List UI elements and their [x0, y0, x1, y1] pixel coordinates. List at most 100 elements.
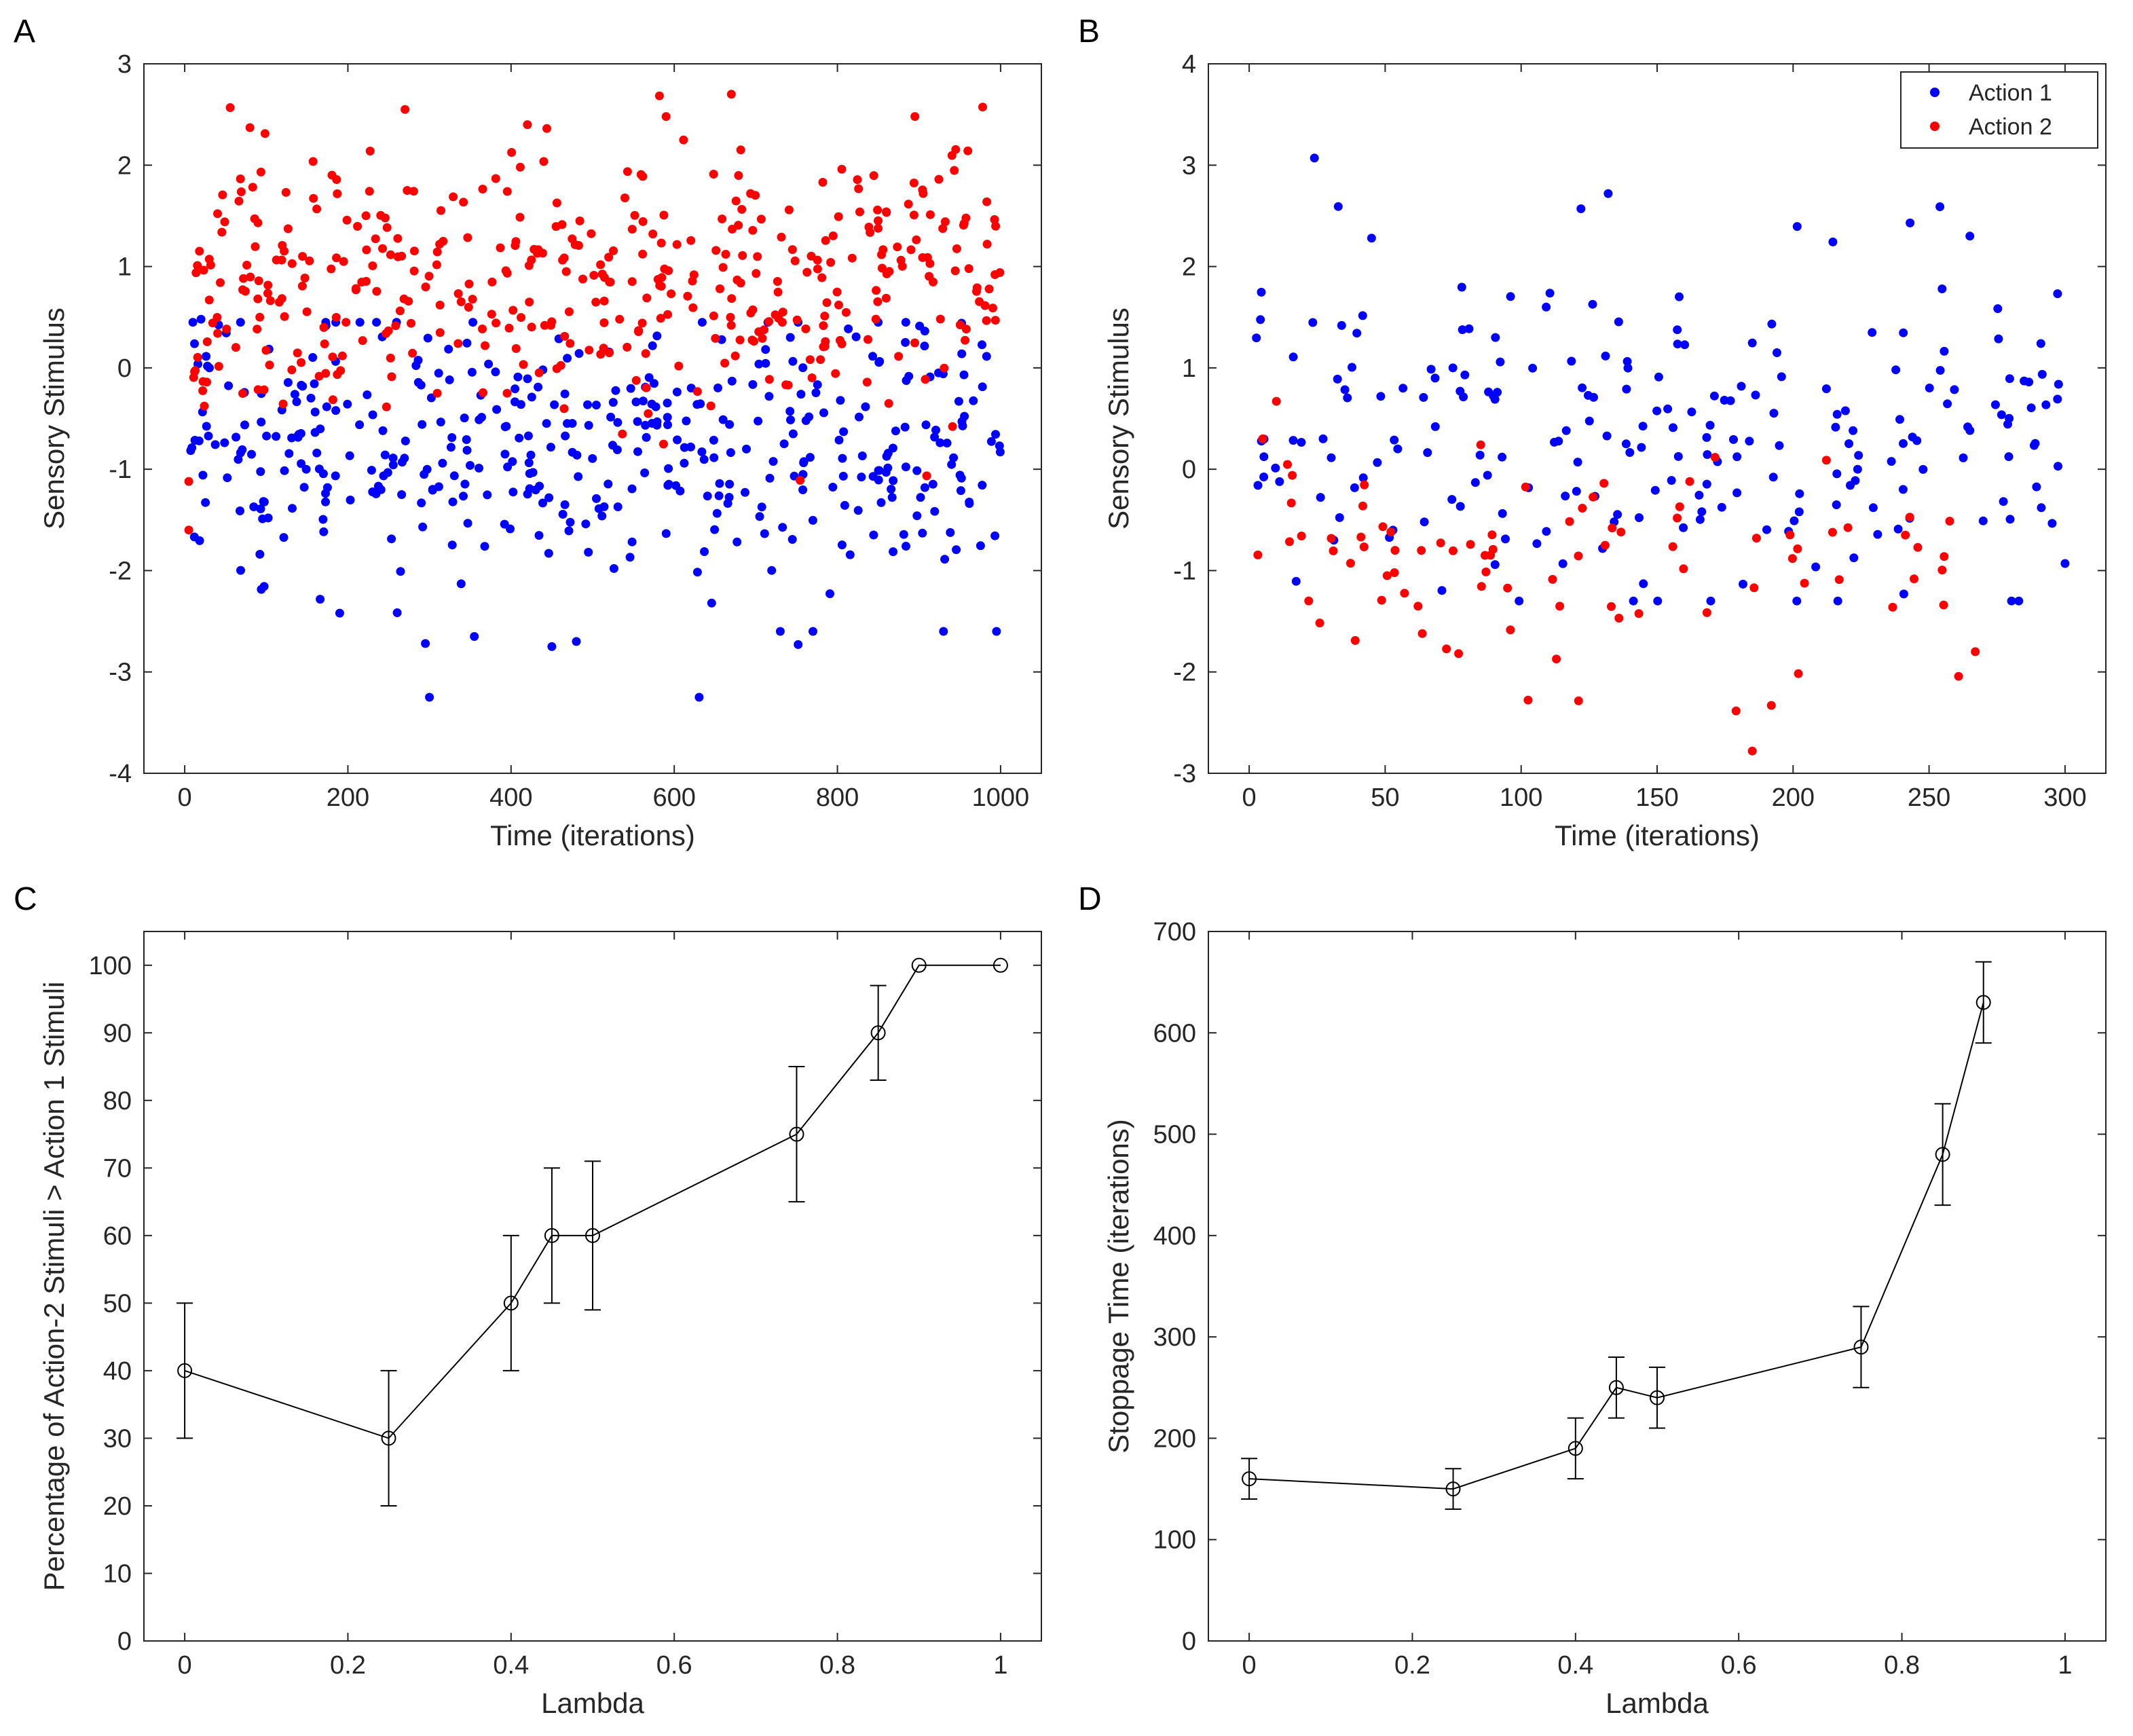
data-point [713, 383, 722, 392]
data-point [959, 370, 969, 380]
data-point [1420, 517, 1429, 527]
data-point [559, 404, 569, 413]
data-point [468, 318, 478, 327]
data-point [1821, 456, 1831, 465]
data-point [910, 338, 919, 348]
data-point [188, 318, 198, 327]
data-point [1769, 409, 1779, 418]
data-point [523, 374, 532, 384]
y-tick-label: 300 [1153, 1323, 1196, 1352]
data-point [500, 449, 510, 459]
data-point [982, 352, 991, 361]
data-point [671, 481, 681, 490]
data-point [202, 422, 211, 431]
data-point [1257, 287, 1266, 297]
data-point [584, 547, 593, 557]
data-point [930, 506, 940, 516]
data-point [1905, 513, 1914, 522]
data-point [1831, 422, 1840, 432]
data-point [447, 540, 457, 550]
x-tick-label: 100 [1500, 783, 1542, 812]
data-point [1288, 436, 1298, 445]
panel-letter-b: B [1078, 14, 1100, 50]
panel-d: 0 0.2 0.4 0.6 0.8 1 0 100 200 300 400 500 600 700 Lamb… [1102, 918, 2107, 1719]
data-point [231, 343, 240, 352]
data-point [1386, 528, 1396, 536]
data-point [1464, 324, 1474, 333]
data-point [297, 281, 307, 291]
data-point [871, 314, 880, 324]
data-point [1843, 523, 1853, 532]
data-point [799, 458, 809, 468]
data-point [448, 497, 458, 506]
x-tick-label: 200 [327, 783, 369, 812]
data-point [811, 388, 821, 397]
data-point [692, 568, 702, 577]
data-point [1731, 706, 1741, 716]
data-point [1654, 372, 1663, 382]
data-point [1426, 365, 1436, 374]
data-point [435, 300, 445, 310]
data-point [1997, 410, 2006, 420]
data-point [841, 308, 851, 317]
data-point [627, 537, 637, 547]
data-point [991, 430, 1000, 439]
data-point [761, 345, 771, 354]
data-point [542, 124, 551, 133]
data-point [2005, 515, 2015, 524]
data-point [257, 418, 266, 427]
data-point [990, 215, 999, 224]
data-point [707, 598, 716, 608]
data-point [711, 333, 720, 343]
data-point [845, 550, 855, 559]
data-point [1751, 390, 1760, 400]
data-point [534, 382, 543, 392]
data-point [1613, 510, 1622, 519]
data-point [297, 358, 306, 367]
data-point [574, 472, 583, 481]
data-point [1258, 434, 1267, 443]
data-point [1359, 542, 1369, 551]
data-point [382, 402, 391, 411]
data-point [504, 323, 514, 333]
y-tick-label: 500 [1153, 1121, 1196, 1149]
data-point [1548, 574, 1557, 584]
data-point [1833, 596, 1842, 606]
data-point [1515, 596, 1524, 606]
plot-frame [1208, 931, 2107, 1642]
data-point [1503, 583, 1513, 593]
data-point [236, 566, 245, 575]
data-point [672, 387, 682, 396]
data-point [663, 310, 672, 319]
data-point [380, 450, 390, 460]
data-point [368, 261, 377, 270]
data-point [656, 238, 666, 248]
data-point [1623, 363, 1633, 373]
data-point [1348, 363, 1356, 372]
data-point [281, 187, 291, 197]
data-point [1621, 439, 1631, 449]
data-point [711, 246, 721, 255]
data-point [462, 445, 472, 455]
data-point [251, 242, 260, 251]
data-point [931, 426, 940, 435]
data-point [388, 454, 398, 463]
data-point [1898, 485, 1908, 494]
data-point [1639, 579, 1648, 589]
data-point [918, 528, 927, 538]
data-point [1275, 477, 1284, 486]
y-tick-label: 90 [103, 1019, 132, 1048]
data-point [247, 449, 256, 459]
data-point [464, 303, 473, 312]
data-point [278, 399, 288, 409]
data-point [259, 582, 269, 591]
data-point [342, 215, 352, 225]
data-point [242, 261, 252, 270]
data-point [1358, 311, 1367, 320]
data-point [380, 213, 390, 223]
data-point [623, 342, 632, 352]
panel-letter-c: C [14, 881, 37, 917]
data-point [1726, 396, 1735, 405]
data-point [1286, 498, 1296, 508]
